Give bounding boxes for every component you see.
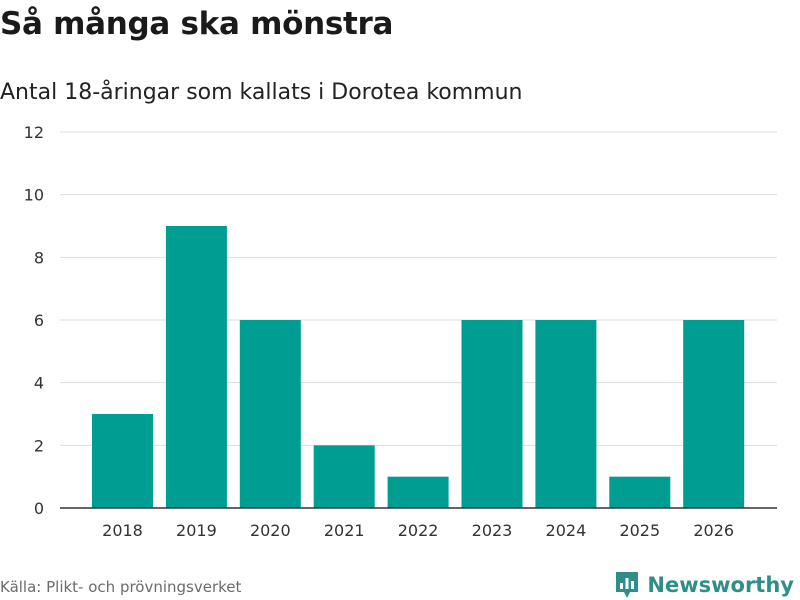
y-tick-label: 12 <box>24 123 44 142</box>
bar <box>165 226 227 508</box>
bar <box>387 476 449 508</box>
bar <box>461 320 523 508</box>
y-tick-label: 0 <box>34 499 44 518</box>
bar <box>239 320 301 508</box>
chart-title: Så många ska mönstra <box>0 6 394 42</box>
y-tick-label: 6 <box>34 311 44 330</box>
x-tick-label: 2024 <box>546 521 587 540</box>
bar <box>609 476 671 508</box>
y-tick-label: 8 <box>34 248 44 267</box>
bar <box>683 320 745 508</box>
x-tick-label: 2026 <box>693 521 734 540</box>
brand-logo[interactable]: Newsworthy <box>614 570 794 600</box>
bar <box>92 414 153 508</box>
x-tick-label: 2022 <box>398 521 439 540</box>
brand-name: Newsworthy <box>647 573 794 597</box>
bar <box>535 320 597 508</box>
bar <box>313 445 375 508</box>
x-tick-label: 2023 <box>472 521 513 540</box>
source-note: Källa: Plikt- och prövningsverket <box>0 578 242 596</box>
y-tick-label: 4 <box>34 374 44 393</box>
x-tick-label: 2019 <box>176 521 217 540</box>
x-tick-label: 2018 <box>102 521 143 540</box>
y-tick-label: 2 <box>34 436 44 455</box>
newsworthy-logo-icon <box>616 572 639 598</box>
chart-subtitle: Antal 18-åringar som kallats i Dorotea k… <box>0 80 523 105</box>
x-tick-label: 2025 <box>619 521 660 540</box>
y-tick-label: 10 <box>24 186 44 205</box>
x-tick-label: 2021 <box>324 521 365 540</box>
x-tick-label: 2020 <box>250 521 291 540</box>
